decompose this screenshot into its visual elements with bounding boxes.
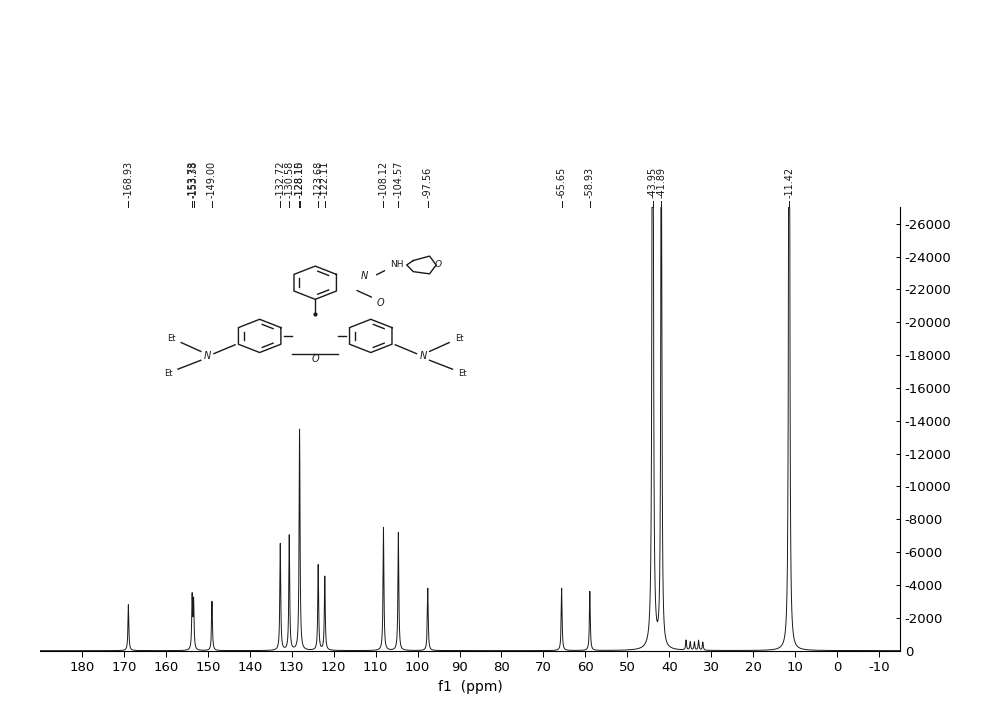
Text: -123.68: -123.68 (313, 162, 323, 199)
Text: -130.58: -130.58 (284, 162, 294, 199)
Text: -11.42: -11.42 (784, 167, 794, 199)
Text: -43.95: -43.95 (648, 167, 658, 199)
Text: -41.89: -41.89 (656, 167, 666, 199)
X-axis label: f1  (ppm): f1 (ppm) (438, 680, 502, 694)
Text: -65.65: -65.65 (557, 167, 567, 199)
Text: -153.38: -153.38 (189, 162, 199, 199)
Text: -128.15: -128.15 (294, 161, 304, 199)
Text: -153.73: -153.73 (187, 161, 197, 199)
Text: -122.11: -122.11 (320, 161, 330, 199)
Text: -97.56: -97.56 (423, 167, 433, 199)
Text: -149.00: -149.00 (207, 162, 217, 199)
Text: -108.12: -108.12 (378, 162, 388, 199)
Text: -58.93: -58.93 (585, 167, 595, 199)
Text: -104.57: -104.57 (393, 161, 403, 199)
Text: -132.72: -132.72 (275, 161, 285, 199)
Text: -168.93: -168.93 (123, 162, 133, 199)
Text: -128.10: -128.10 (295, 162, 305, 199)
